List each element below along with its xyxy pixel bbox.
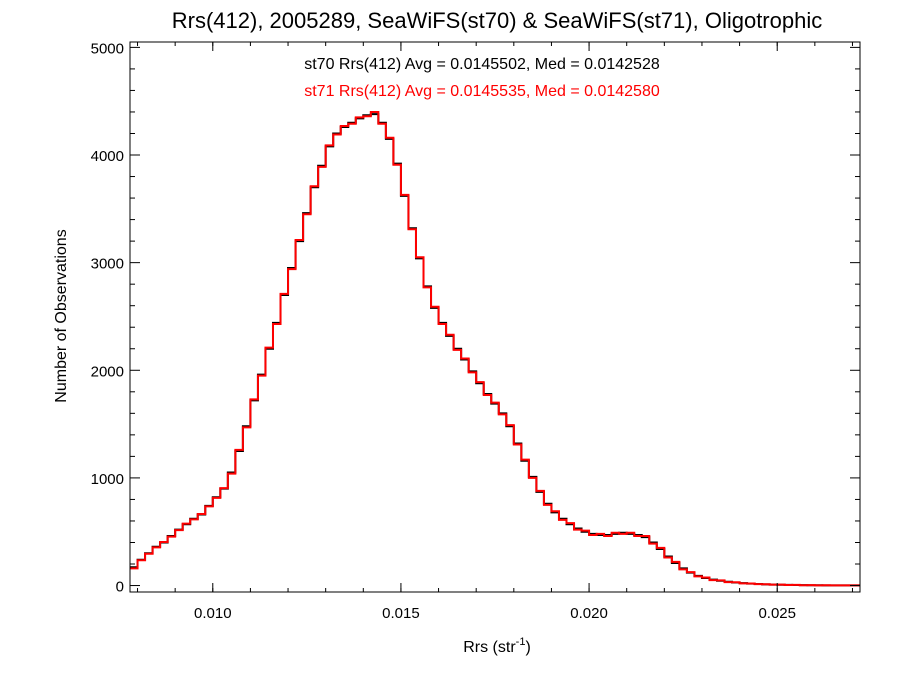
- annotation-st70-stats: st70 Rrs(412) Avg = 0.0145502, Med = 0.0…: [304, 56, 660, 73]
- x-tick-label: 0.015: [382, 605, 420, 622]
- x-tick-label: 0.010: [194, 605, 232, 622]
- series-st71-line: [130, 110, 860, 587]
- y-tick-label: 3000: [91, 256, 124, 273]
- x-axis-label: Rrs (str-1): [463, 636, 531, 656]
- y-axis-label: Number of Observations: [53, 229, 70, 402]
- series-st70-line: [130, 113, 860, 587]
- plot-frame: [129, 41, 861, 593]
- y-tick-label: 2000: [91, 363, 124, 380]
- y-tick-label: 0: [116, 579, 124, 596]
- series-layer: [130, 110, 860, 587]
- y-tick-label: 4000: [91, 148, 124, 165]
- annotation-st71-stats: st71 Rrs(412) Avg = 0.0145535, Med = 0.0…: [304, 83, 660, 100]
- y-axis-ticks: 0 1000 2000 3000 4000 5000: [91, 40, 860, 596]
- x-tick-label: 0.025: [758, 605, 796, 622]
- x-axis-ticks: 0.010 0.015 0.020 0.025: [137, 42, 853, 622]
- chart-title: Rrs(412), 2005289, SeaWiFS(st70) & SeaWi…: [172, 8, 822, 33]
- x-axis-label-superscript: -1: [516, 636, 526, 648]
- x-tick-label: 0.020: [570, 605, 608, 622]
- y-tick-label: 1000: [91, 471, 124, 488]
- x-axis-label-end: ): [525, 639, 530, 656]
- x-axis-label-main: Rrs (str: [463, 639, 516, 656]
- y-tick-label: 5000: [91, 40, 124, 57]
